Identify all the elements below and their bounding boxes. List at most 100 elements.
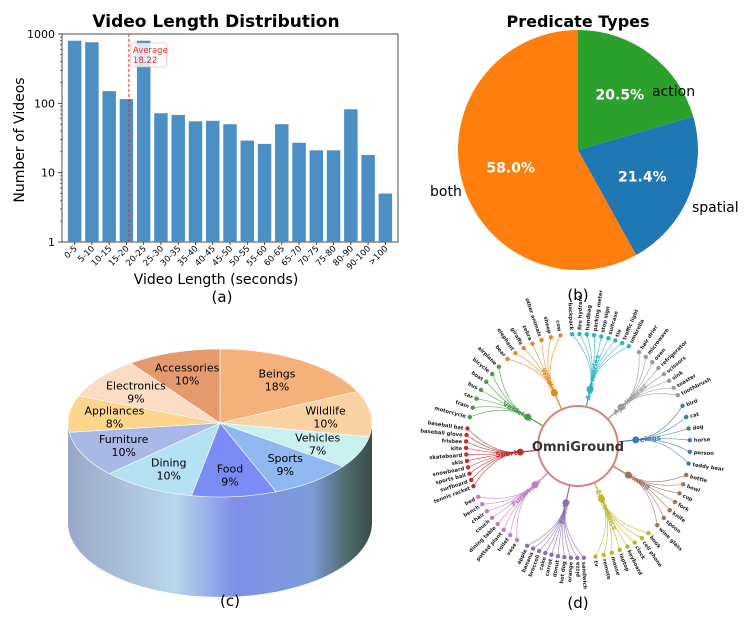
bar-55-60 bbox=[257, 143, 272, 242]
pie3d-label-electronics: Electronics bbox=[106, 379, 166, 392]
leaf-node bbox=[609, 550, 615, 555]
leaf-node bbox=[467, 471, 472, 476]
leaf-label: cow bbox=[554, 320, 562, 332]
leaf-label: fire hydrant bbox=[578, 295, 584, 330]
leaf-link bbox=[498, 366, 528, 418]
leaf-link bbox=[595, 498, 607, 557]
leaf-label: stop sign bbox=[600, 305, 612, 333]
leaf-node bbox=[490, 371, 495, 377]
pie3d-label-wildlife: Wildlife bbox=[305, 405, 346, 418]
leaf-node bbox=[654, 522, 660, 528]
branch-label-wildlife: Wildlife bbox=[539, 367, 559, 398]
caption-a: (a) bbox=[212, 288, 233, 306]
pie3d-slice-wildlife bbox=[219, 391, 373, 438]
pie-pct-action: 20.5% bbox=[596, 87, 645, 103]
x-tick-label: >100 bbox=[367, 244, 391, 268]
leaf-label: bird bbox=[686, 398, 699, 408]
pie3d-slice-sports bbox=[219, 422, 344, 493]
pie-slice-action bbox=[578, 30, 694, 150]
leaf-label: remote bbox=[601, 558, 612, 580]
leaf-node bbox=[643, 354, 649, 360]
caption-c: (c) bbox=[220, 592, 240, 610]
pie-side-wall bbox=[68, 423, 372, 597]
leaf-node bbox=[666, 378, 672, 384]
bar-10-15 bbox=[102, 91, 116, 243]
leaf-node bbox=[671, 385, 676, 391]
leaf-node bbox=[626, 344, 632, 349]
leaf-node bbox=[617, 547, 622, 553]
bar-20-25 bbox=[136, 40, 151, 243]
leaf-node bbox=[681, 482, 686, 487]
pie-pct-spatial: 21.4% bbox=[618, 170, 667, 186]
leaf-node bbox=[513, 350, 518, 356]
leaf-link bbox=[526, 502, 567, 547]
leaf-node bbox=[683, 414, 689, 420]
leaf-node bbox=[548, 335, 554, 340]
leaf-node bbox=[521, 345, 526, 351]
leaf-node bbox=[632, 540, 637, 545]
bar-75-80 bbox=[326, 150, 341, 242]
panel-b-pie-chart: Predicate Types 20.5% 21.4% 58.0% action s… bbox=[430, 12, 739, 304]
leaf-node bbox=[661, 372, 667, 377]
bar-chart-xlabel: Video Length (seconds) bbox=[134, 272, 299, 288]
leaf-link bbox=[478, 484, 536, 499]
pie3d-pct-wildlife: 10% bbox=[313, 418, 337, 431]
leaf-node bbox=[639, 535, 644, 541]
leaf-node bbox=[675, 392, 680, 398]
bar-70-75 bbox=[309, 150, 324, 242]
leaf-node bbox=[672, 499, 678, 505]
leaf-node bbox=[465, 465, 471, 470]
leaf-node bbox=[507, 532, 513, 538]
leaf-node bbox=[646, 530, 651, 536]
leaf-label: cake bbox=[538, 556, 548, 571]
y-tick-label: 10 bbox=[41, 167, 55, 180]
leaf-label: sandwich bbox=[580, 562, 587, 590]
leaf-node bbox=[464, 458, 470, 464]
leaf-node bbox=[599, 334, 604, 339]
leaf-node bbox=[464, 432, 469, 438]
y-tick-label: 1 bbox=[48, 236, 55, 249]
leaf-label: tie bbox=[615, 328, 623, 338]
leaf-label: teddy bear bbox=[692, 462, 725, 473]
leaf-node bbox=[575, 555, 580, 561]
pie3d-slice-accessories bbox=[129, 348, 221, 424]
leaf-node bbox=[593, 554, 598, 559]
y-tick-label: 100 bbox=[34, 97, 55, 110]
y-tick-label: 1000 bbox=[27, 28, 55, 41]
leaf-label: skateboard bbox=[429, 453, 463, 462]
center-circle bbox=[537, 405, 619, 487]
pie-slice-spatial bbox=[578, 116, 698, 255]
pie3d-pct-electronics: 9% bbox=[127, 392, 144, 405]
leaf-label: carrot bbox=[544, 558, 554, 577]
pie3d-pct-appliances: 8% bbox=[106, 418, 123, 431]
pie3d-pct-beings: 18% bbox=[265, 380, 289, 393]
branch-label-appliances: Appliances bbox=[612, 382, 649, 417]
pie-pct-both: 58.0% bbox=[486, 160, 535, 176]
pie3d-slice-food bbox=[191, 422, 277, 498]
bar-chart-ylabel: Number of Videos bbox=[12, 77, 28, 202]
panel-c-3d-pie: Beings18%Wildlife10%Vehicles7%Sports9%Fo… bbox=[67, 348, 373, 610]
leaf-node bbox=[584, 332, 589, 337]
leaf-link bbox=[467, 428, 521, 453]
leaf-node bbox=[484, 508, 490, 514]
bar-35-40 bbox=[188, 121, 203, 242]
leaf-node bbox=[536, 548, 542, 554]
leaf-label: bed bbox=[464, 497, 477, 507]
bar-5-10 bbox=[85, 42, 99, 242]
pie3d-slice-furniture bbox=[68, 422, 221, 474]
leaf-node bbox=[581, 555, 587, 561]
leaf-node bbox=[677, 491, 682, 496]
leaf-label: hot dog bbox=[559, 561, 568, 584]
bar-60-65 bbox=[275, 124, 289, 242]
leaf-node bbox=[625, 544, 630, 549]
pie-chart-title: Predicate Types bbox=[506, 12, 649, 31]
leaf-link bbox=[549, 335, 561, 394]
leaf-link bbox=[620, 393, 678, 408]
center-label: OmniGround bbox=[532, 440, 624, 455]
bar-chart-title: Video Length Distribution bbox=[92, 12, 339, 32]
bar-50-55 bbox=[240, 140, 254, 242]
leaf-link bbox=[628, 474, 658, 526]
leaf-label: backpack bbox=[566, 303, 573, 331]
bar-25-30 bbox=[154, 113, 168, 242]
